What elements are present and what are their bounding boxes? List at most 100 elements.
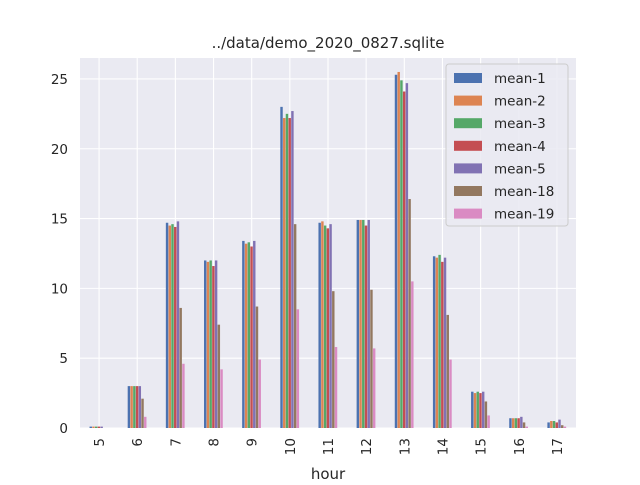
x-ticks: 5 6 7 8 9 10 11 12 13 14 15 16 17 — [92, 438, 566, 455]
legend-label-mean-19: mean-19 — [494, 207, 554, 223]
bar-mean-18-hour-17 — [561, 425, 564, 428]
bar-mean-4-hour-10 — [288, 118, 291, 429]
x-tick-label: 17 — [550, 438, 566, 455]
bar-mean-3-hour-5 — [94, 426, 98, 428]
bar-mean-18-hour-9 — [255, 306, 259, 428]
x-axis-label: hour — [311, 465, 346, 480]
bar-mean-2-hour-10 — [283, 118, 286, 429]
legend-label-mean-4: mean-4 — [494, 139, 546, 155]
bar-mean-3-hour-8 — [209, 260, 212, 428]
y-tick-label: 5 — [59, 351, 68, 367]
bar-mean-4-hour-11 — [326, 228, 330, 428]
bar-mean-5-hour-9 — [253, 240, 256, 428]
bar-mean-1-hour-5 — [89, 426, 92, 428]
bar-mean-3-hour-6 — [133, 386, 136, 428]
bar-mean-2-hour-7 — [168, 225, 171, 428]
bar-mean-19-hour-7 — [182, 363, 185, 428]
bar-mean-5-hour-13 — [405, 83, 409, 428]
bar-mean-1-hour-9 — [242, 240, 245, 428]
bar-mean-5-hour-12 — [367, 219, 370, 428]
bar-mean-19-hour-9 — [258, 359, 261, 428]
bar-mean-18-hour-15 — [484, 401, 488, 428]
bar-mean-1-hour-7 — [165, 222, 169, 428]
x-tick-label: 15 — [474, 438, 490, 455]
bar-mean-5-hour-14 — [443, 257, 447, 428]
bar-mean-19-hour-11 — [334, 347, 338, 428]
bar-mean-2-hour-14 — [435, 257, 439, 428]
bar-mean-4-hour-5 — [97, 426, 101, 428]
bar-mean-1-hour-17 — [547, 422, 550, 428]
bar-mean-3-hour-13 — [400, 80, 403, 428]
bar-mean-2-hour-11 — [321, 221, 324, 428]
legend-swatch-mean-19 — [454, 208, 482, 219]
bar-mean-4-hour-12 — [364, 225, 368, 428]
bar-mean-1-hour-16 — [509, 418, 512, 428]
bar-mean-4-hour-8 — [212, 266, 215, 428]
legend-swatch-mean-18 — [454, 186, 482, 196]
y-tick-label: 15 — [51, 212, 68, 228]
legend-label-mean-1: mean-1 — [494, 71, 546, 87]
bar-mean-19-hour-16 — [525, 426, 529, 428]
x-tick-label: 5 — [92, 438, 108, 447]
bar-mean-5-hour-7 — [176, 221, 180, 428]
bar-mean-4-hour-15 — [479, 393, 482, 428]
y-tick-label: 0 — [59, 421, 68, 437]
bar-mean-4-hour-17 — [555, 422, 558, 428]
bar-mean-19-hour-15 — [487, 415, 490, 428]
bar-mean-1-hour-14 — [432, 256, 436, 428]
y-tick-label: 25 — [51, 72, 68, 88]
bar-mean-2-hour-6 — [130, 386, 133, 428]
bar-mean-5-hour-11 — [329, 224, 332, 428]
legend-label-mean-3: mean-3 — [494, 116, 546, 132]
bar-mean-19-hour-10 — [296, 309, 300, 428]
x-tick-label: 10 — [283, 438, 299, 455]
bar-mean-2-hour-12 — [359, 219, 362, 428]
bar-mean-18-hour-16 — [522, 422, 526, 428]
legend[interactable]: mean-1 mean-2 mean-3 mean-4 mean-5 mean-18 mea… — [445, 63, 569, 227]
bar-mean-3-hour-14 — [438, 254, 441, 428]
bar-mean-18-hour-11 — [332, 291, 335, 428]
bar-mean-4-hour-13 — [402, 91, 406, 429]
bar-mean-3-hour-10 — [285, 113, 289, 428]
x-tick-label: 16 — [512, 438, 528, 455]
bar-mean-4-hour-16 — [517, 418, 520, 428]
bar-mean-5-hour-17 — [558, 419, 561, 428]
bar-mean-2-hour-5 — [92, 426, 95, 428]
legend-label-mean-2: mean-2 — [494, 94, 546, 110]
bar-mean-18-hour-14 — [446, 314, 449, 428]
x-tick-label: 8 — [207, 438, 223, 447]
x-tick-label: 9 — [245, 438, 261, 447]
bar-mean-3-hour-7 — [171, 224, 174, 428]
bar-mean-2-hour-16 — [511, 418, 515, 428]
bar-mean-18-hour-12 — [370, 289, 373, 428]
bar-mean-3-hour-16 — [514, 418, 518, 428]
bar-mean-3-hour-12 — [362, 219, 365, 428]
bar-mean-3-hour-17 — [552, 421, 556, 428]
bar-mean-18-hour-13 — [408, 199, 411, 428]
bar-mean-18-hour-7 — [179, 307, 182, 428]
chart-title: ../data/demo_2020_0827.sqlite — [212, 34, 445, 53]
bar-mean-5-hour-10 — [291, 111, 294, 428]
legend-swatch-mean-2 — [454, 95, 482, 106]
bar-mean-19-hour-14 — [449, 359, 452, 428]
bars — [89, 71, 567, 429]
bar-mean-4-hour-14 — [441, 261, 444, 428]
bar-mean-2-hour-15 — [473, 393, 477, 428]
bar-mean-5-hour-8 — [214, 260, 218, 428]
legend-swatch-mean-1 — [454, 73, 482, 83]
x-tick-label: 14 — [435, 438, 451, 455]
x-tick-label: 11 — [321, 438, 337, 455]
y-ticks: 0 5 10 15 20 25 — [51, 72, 68, 437]
legend-swatch-mean-5 — [454, 163, 482, 174]
bar-mean-1-hour-15 — [471, 391, 474, 428]
bar-mean-19-hour-12 — [372, 348, 376, 428]
bar-mean-19-hour-6 — [144, 416, 147, 428]
bar-mean-1-hour-6 — [127, 386, 131, 428]
x-tick-label: 7 — [168, 438, 184, 447]
legend-swatch-mean-4 — [454, 140, 482, 151]
bar-mean-19-hour-17 — [563, 426, 567, 428]
bar-mean-4-hour-7 — [174, 226, 177, 428]
bar-mean-18-hour-8 — [217, 324, 221, 428]
